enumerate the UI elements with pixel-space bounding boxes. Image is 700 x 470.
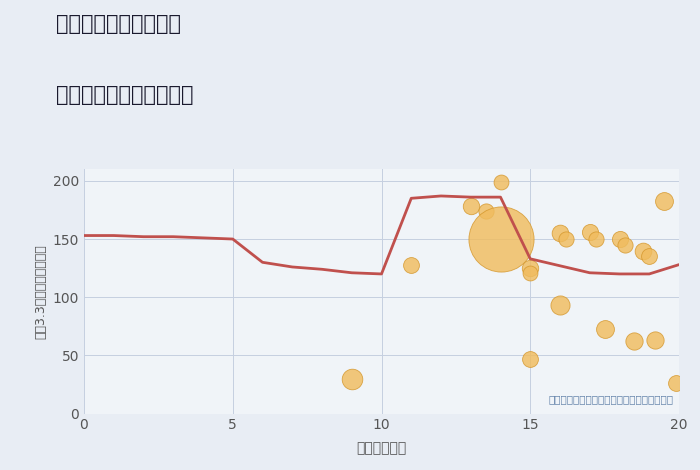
Point bbox=[495, 235, 506, 243]
Point bbox=[561, 235, 572, 243]
Point bbox=[525, 264, 536, 272]
Point bbox=[406, 261, 417, 268]
Point bbox=[480, 207, 491, 215]
Point bbox=[465, 203, 476, 210]
Point bbox=[614, 235, 625, 243]
Text: 円の大きさは、取引のあった物件面積を示す: 円の大きさは、取引のあった物件面積を示す bbox=[548, 394, 673, 404]
Point bbox=[659, 197, 670, 204]
Point bbox=[590, 235, 601, 243]
Point bbox=[638, 247, 649, 254]
Point bbox=[554, 302, 566, 309]
Point bbox=[620, 241, 631, 249]
Point bbox=[554, 229, 566, 237]
Text: 駅距離別中古戸建て価格: 駅距離別中古戸建て価格 bbox=[56, 85, 193, 105]
Point bbox=[525, 269, 536, 276]
Point bbox=[346, 375, 357, 383]
Point bbox=[525, 355, 536, 363]
Text: 千葉県流山市市野谷の: 千葉県流山市市野谷の bbox=[56, 14, 181, 34]
Y-axis label: 坪（3.3㎡）単価（万円）: 坪（3.3㎡）単価（万円） bbox=[34, 244, 47, 339]
Point bbox=[584, 228, 595, 236]
Point bbox=[650, 337, 661, 344]
Point bbox=[495, 178, 506, 186]
Point bbox=[644, 253, 655, 260]
X-axis label: 駅距離（分）: 駅距離（分） bbox=[356, 441, 407, 455]
Point bbox=[599, 325, 610, 332]
Point bbox=[671, 380, 682, 387]
Point bbox=[629, 337, 640, 345]
